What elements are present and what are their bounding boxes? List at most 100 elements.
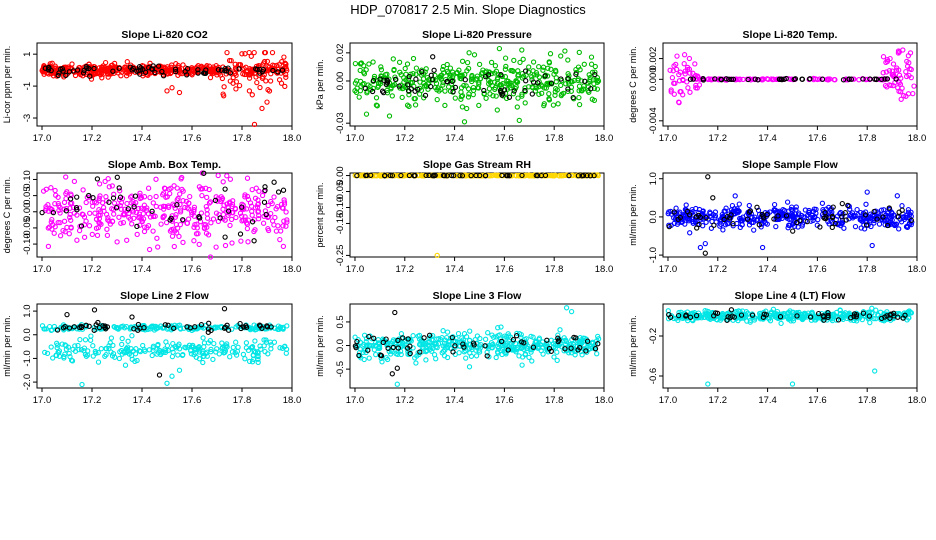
data-point [486,69,492,76]
data-point [436,88,442,94]
data-point-outlier [864,189,870,195]
data-point [903,69,909,75]
data-point [675,317,681,324]
series-selected [354,172,597,179]
data-point [135,205,142,212]
data-point [400,335,406,341]
data-point [211,340,217,347]
x-tick-label: 17.4 [758,395,777,406]
data-point [67,353,73,360]
data-point [887,218,894,224]
y-tick-label: -0.15 [335,213,346,235]
data-point [505,347,511,353]
data-point [212,197,219,204]
data-point [164,342,171,349]
data-point [93,225,100,231]
x-tick-label: 17.6 [495,395,514,406]
data-point [106,345,112,352]
data-point [116,185,122,191]
data-point [171,243,177,250]
data-point [551,354,557,360]
data-point [50,209,57,216]
panel-title: Slope Amb. Box Temp. [108,159,221,171]
data-point [173,61,179,67]
data-point [403,77,409,83]
data-point [150,200,156,206]
data-point [903,93,909,99]
y-tick-label: 1.0 [648,172,659,185]
data-point [171,183,177,189]
series-all [352,172,601,259]
x-tick-label: 17.4 [445,264,464,275]
data-point [90,203,96,209]
data-point [426,77,432,83]
data-point-outlier [389,371,395,377]
data-point [899,203,905,209]
data-point [275,223,281,229]
data-point-outlier [702,240,708,247]
x-tick-label: 17.0 [33,264,52,275]
data-point [67,214,73,221]
data-point [807,314,814,320]
data-point [55,194,61,200]
data-point [771,201,778,208]
data-point [63,174,69,180]
data-point [48,67,54,74]
data-point [240,71,246,77]
data-point [105,71,111,77]
data-point [513,78,519,84]
data-point [794,313,800,319]
data-point [405,82,411,88]
data-point [168,215,174,221]
data-point [799,76,806,82]
data-point [263,78,269,84]
data-point [74,194,80,200]
data-point [357,61,364,67]
panel-title: Slope Li-820 Temp. [743,29,838,41]
data-point [75,342,81,349]
data-point [111,211,117,217]
data-point [265,227,272,234]
data-point [49,226,55,232]
data-point [87,337,94,343]
data-point [405,76,412,82]
data-point [246,75,253,81]
data-point [785,225,791,231]
data-point [470,84,477,91]
data-point [233,214,239,221]
data-point [244,175,251,181]
data-point [180,188,186,194]
data-point [474,73,481,79]
series-lower [42,333,290,388]
series-selected [54,306,274,378]
data-point [83,322,89,328]
data-point [180,62,186,68]
data-point [263,337,269,343]
data-point [760,314,767,320]
data-point [459,58,466,64]
data-point [894,193,900,199]
series-all [352,305,602,387]
data-point [884,58,891,65]
data-point [719,211,725,218]
data-point [356,352,362,359]
data-point [219,197,225,203]
data-point [758,314,764,320]
data-point [494,107,500,113]
data-point [690,70,696,76]
data-point [699,209,706,215]
data-point [544,337,550,343]
data-point [522,100,528,106]
data-point [851,213,857,219]
data-point [770,76,777,83]
data-point [123,346,130,352]
data-point [263,339,270,345]
data-point [533,339,540,345]
data-point [224,173,230,179]
data-point [529,91,535,97]
data-point [498,89,504,95]
data-point [723,76,729,82]
data-point [412,102,419,108]
data-point [848,76,855,82]
